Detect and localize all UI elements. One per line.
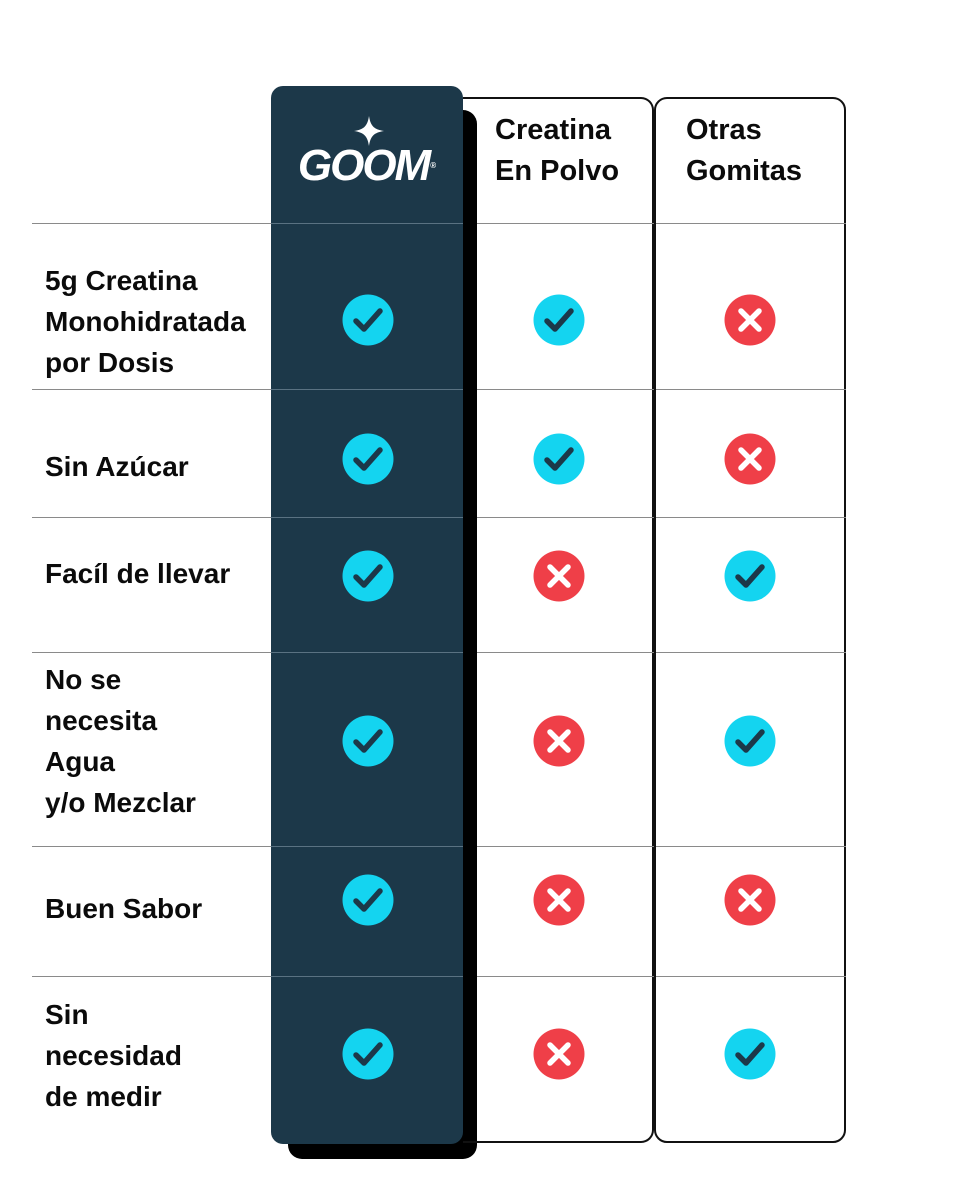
check-circle-icon — [724, 715, 776, 767]
check-circle-icon — [533, 294, 585, 346]
x-circle-icon — [724, 433, 776, 485]
row-divider — [32, 652, 271, 653]
sparkle-star-icon — [354, 116, 384, 146]
x-circle-icon — [533, 874, 585, 926]
row-label: Buen Sabor — [45, 888, 275, 929]
row-label: Sin Azúcar — [45, 446, 275, 487]
x-circle-icon — [533, 550, 585, 602]
check-circle-icon — [342, 1028, 394, 1080]
x-circle-icon — [724, 294, 776, 346]
row-label-line: Facíl de llevar — [45, 558, 231, 589]
row-divider — [656, 976, 846, 977]
row-label-line: y/o Mezclar — [45, 787, 196, 818]
row-divider — [656, 389, 846, 390]
row-label-line: Monohidratada — [45, 306, 246, 337]
check-circle-icon — [342, 294, 394, 346]
row-divider — [32, 517, 271, 518]
row-label-line: Sin — [45, 999, 89, 1030]
row-divider — [656, 223, 846, 224]
check-circle-icon — [342, 715, 394, 767]
row-divider-goom — [271, 976, 463, 977]
check-circle-icon — [724, 550, 776, 602]
row-divider — [477, 389, 654, 390]
header-other-gummies: Otras Gomitas — [686, 114, 803, 187]
row-divider — [32, 223, 271, 224]
row-divider — [656, 846, 846, 847]
row-label-line: 5g Creatina — [45, 265, 198, 296]
check-circle-icon — [342, 550, 394, 602]
x-circle-icon — [533, 1028, 585, 1080]
row-divider — [477, 846, 654, 847]
row-label-line: Buen Sabor — [45, 893, 203, 924]
check-circle-icon — [342, 433, 394, 485]
row-divider-goom — [271, 389, 463, 390]
row-divider — [477, 652, 654, 653]
row-divider — [477, 223, 654, 224]
row-divider-goom — [271, 517, 463, 518]
powder-column — [463, 97, 654, 1143]
header-powder-creatine: Creatina En Polvo — [495, 114, 620, 187]
row-label-line: Agua — [45, 746, 115, 777]
row-divider — [32, 389, 271, 390]
goom-logo: GOOM® — [271, 112, 463, 192]
row-divider-goom — [271, 846, 463, 847]
row-label-line: por Dosis — [45, 347, 175, 378]
check-circle-icon — [533, 433, 585, 485]
other-gummies-column — [654, 97, 846, 1143]
goom-column — [271, 86, 463, 1144]
row-divider — [656, 652, 846, 653]
row-divider-goom — [271, 652, 463, 653]
x-circle-icon — [724, 874, 776, 926]
row-label-line: Sin Azúcar — [45, 451, 189, 482]
row-divider — [477, 976, 654, 977]
check-circle-icon — [724, 1028, 776, 1080]
check-circle-icon — [342, 874, 394, 926]
row-divider — [32, 846, 271, 847]
row-label: Facíl de llevar — [45, 553, 275, 594]
row-label-line: necesita — [45, 705, 158, 736]
row-label: Sin necesidad de medir — [45, 994, 275, 1117]
row-label-line: necesidad — [45, 1040, 182, 1071]
row-divider — [477, 517, 654, 518]
row-divider — [656, 517, 846, 518]
row-label-line: de medir — [45, 1081, 162, 1112]
x-circle-icon — [533, 715, 585, 767]
row-label: No se necesita Agua y/o Mezclar — [45, 659, 275, 823]
row-divider-goom — [271, 223, 463, 224]
row-label-line: No se — [45, 664, 122, 695]
goom-logo-text: GOOM® — [297, 141, 437, 190]
row-label: 5g Creatina Monohidratada por Dosis — [45, 260, 275, 383]
row-divider — [32, 976, 271, 977]
